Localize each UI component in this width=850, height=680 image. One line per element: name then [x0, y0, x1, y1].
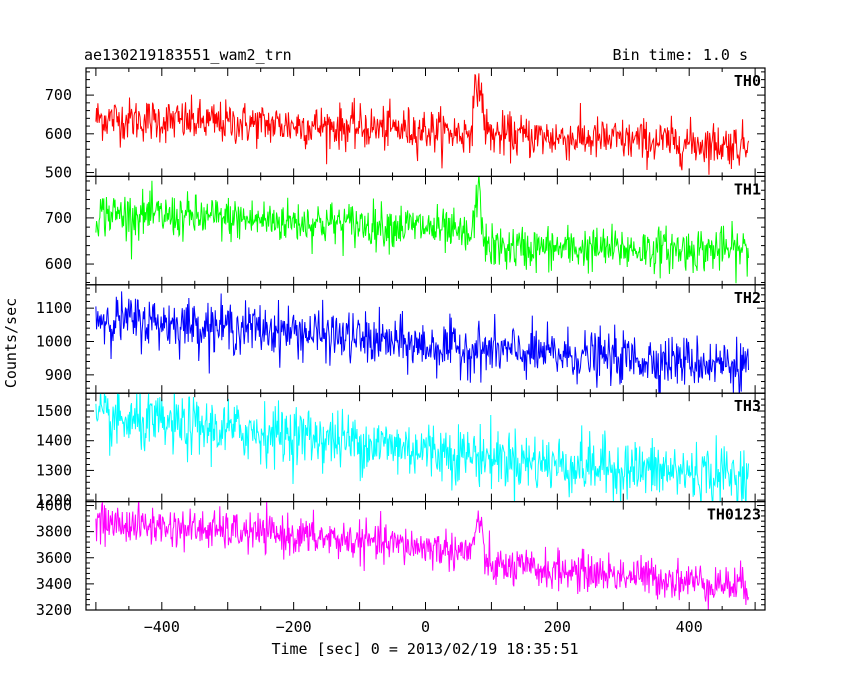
- panel-label: TH0: [734, 72, 761, 90]
- y-tick-label: 600: [45, 255, 72, 273]
- y-tick-label: 3800: [36, 523, 72, 541]
- figure-title: ae130219183551_wam2_trn: [84, 46, 292, 64]
- x-tick-label: 0: [421, 618, 430, 636]
- panel-th0123: 3200 3400 3600 3800 4000 TH0123: [36, 497, 766, 619]
- y-tick-label: 900: [45, 366, 72, 384]
- y-tick-label: 500: [45, 164, 72, 182]
- y-tick-label: 3600: [36, 549, 72, 567]
- y-tick-label: 4000: [36, 497, 72, 515]
- panel-th1: 600 700 TH1: [45, 175, 766, 286]
- y-tick-label: 1200: [36, 491, 72, 509]
- y-tick-label: 700: [45, 209, 72, 227]
- x-tick-label: 400: [676, 618, 703, 636]
- x-tick-label: 200: [544, 618, 571, 636]
- series-line-th2: [95, 291, 750, 394]
- panel-label: TH3: [734, 397, 761, 415]
- y-tick-label: 600: [45, 125, 72, 143]
- x-axis-label: Time [sec] 0 = 2013/02/19 18:35:51: [271, 640, 578, 658]
- y-tick-label: 1400: [36, 432, 72, 450]
- y-tick-label: 1300: [36, 461, 72, 479]
- y-axis-label: Counts/sec: [2, 298, 20, 388]
- bin-time-label: Bin time: 1.0 s: [613, 46, 748, 64]
- y-tick-label: 1100: [36, 299, 72, 317]
- panels-group: 500600700TH0600700TH190010001100TH212001…: [36, 67, 766, 636]
- panel-th2: 900 1000 1100 TH2: [36, 284, 766, 394]
- y-tick-label: 1500: [36, 402, 72, 420]
- series-line-th3: [95, 393, 750, 502]
- x-tick-label: −200: [276, 618, 312, 636]
- panel-th0: 500 600 700 TH0: [45, 67, 766, 182]
- panel-label: TH2: [734, 289, 761, 307]
- x-tick-label: −400: [144, 618, 180, 636]
- y-tick-label: 700: [45, 86, 72, 104]
- panel-label: TH1: [734, 180, 761, 198]
- series-line-th0: [95, 73, 750, 175]
- panel-label: TH0123: [707, 506, 761, 524]
- y-tick-label: 3200: [36, 601, 72, 619]
- y-tick-label: 3400: [36, 575, 72, 593]
- series-line-th0123: [95, 501, 750, 611]
- panel-th3: 1200 1300 1400 1500 TH3: [36, 392, 766, 509]
- y-tick-label: 1000: [36, 333, 72, 351]
- series-line-th1: [95, 176, 750, 284]
